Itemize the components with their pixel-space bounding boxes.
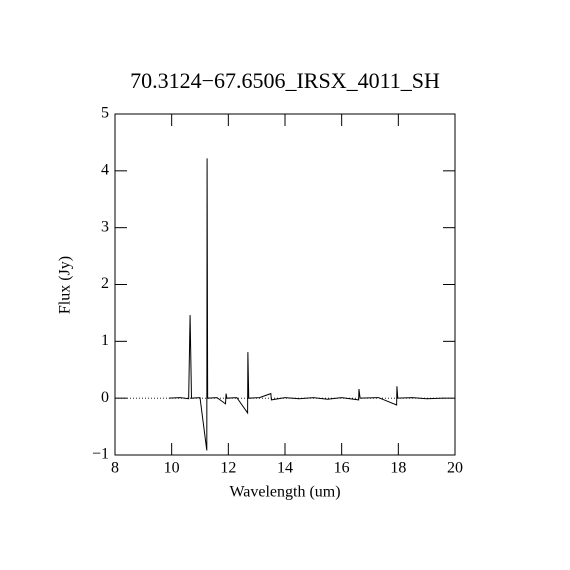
y-tick-label: 2 (101, 275, 109, 292)
y-tick-label: 4 (101, 162, 109, 179)
y-tick-label: −1 (92, 446, 109, 463)
x-tick-label: 16 (334, 460, 350, 477)
chart-title: 70.3124−67.6506_IRSX_4011_SH (130, 68, 440, 93)
y-axis-label: Flux (Jy) (57, 256, 74, 314)
y-tick-label: 0 (101, 389, 109, 406)
x-tick-label: 8 (111, 460, 119, 477)
x-tick-label: 18 (390, 460, 406, 477)
x-axis-label: Wavelength (um) (229, 484, 340, 501)
spectrum-line (168, 158, 444, 451)
y-tick-label: 5 (101, 105, 109, 122)
x-tick-label: 14 (277, 460, 293, 477)
x-tick-label: 20 (447, 460, 463, 477)
y-tick-label: 3 (101, 218, 109, 235)
y-tick-label: 1 (101, 332, 109, 349)
x-tick-label: 10 (164, 460, 180, 477)
x-tick-label: 12 (220, 460, 236, 477)
